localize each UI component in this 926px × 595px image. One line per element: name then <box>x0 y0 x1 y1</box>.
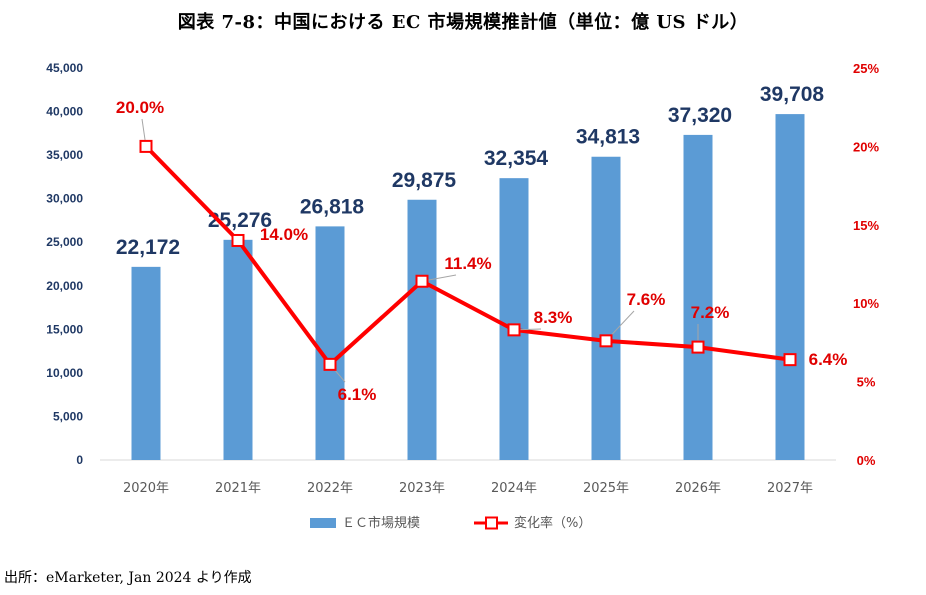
y-left-tick-label: 15,000 <box>46 322 83 336</box>
legend-line-label: 変化率（%） <box>514 515 591 531</box>
legend-line-marker <box>485 516 498 530</box>
line-point-marker <box>415 274 429 288</box>
source-note: 出所：eMarketer, Jan 2024 より作成 <box>4 570 252 586</box>
bar-value-label: 37,320 <box>668 104 732 127</box>
line-point-marker <box>323 357 337 371</box>
change-rate-line <box>144 145 791 367</box>
line-value-label: 20.0% <box>116 98 164 117</box>
line-value-label: 6.1% <box>338 385 377 404</box>
y-right-tick-label: 25% <box>853 61 879 76</box>
bar <box>775 114 805 461</box>
bar <box>131 266 161 460</box>
line-point-marker <box>231 233 245 247</box>
x-tick-label: 2025年 <box>583 481 629 496</box>
y-right-tick-label: 5% <box>857 375 876 390</box>
bar <box>683 134 713 460</box>
bar-value-label: 29,875 <box>392 169 457 192</box>
x-tick-label: 2023年 <box>399 481 445 496</box>
bar-value-label: 39,708 <box>760 83 825 106</box>
line-value-label: 7.6% <box>627 290 666 309</box>
bar-value-label: 22,172 <box>116 236 180 259</box>
line-point-marker <box>599 334 613 348</box>
x-tick-label: 2022年 <box>307 481 353 496</box>
y-right-tick-label: 10% <box>853 296 879 311</box>
line-value-label: 14.0% <box>260 225 308 244</box>
bar <box>223 239 253 460</box>
y-left-tick-label: 20,000 <box>46 279 83 293</box>
y-left-tick-label: 30,000 <box>46 192 83 206</box>
x-tick-label: 2027年 <box>767 481 813 496</box>
combo-chart: 0 5,000 10,000 15,000 20,000 25,000 30,000 35,0… <box>46 61 879 531</box>
y-left-tick-label: 45,000 <box>46 61 83 75</box>
x-tick-label: 2020年 <box>123 481 169 496</box>
x-tick-label: 2021年 <box>215 481 261 496</box>
line-point-marker <box>783 353 797 367</box>
x-tick-label: 2024年 <box>491 481 537 496</box>
bar-value-label: 26,818 <box>300 195 365 218</box>
y-left-tick-label: 5,000 <box>53 409 83 423</box>
line-value-label: 7.2% <box>691 303 730 322</box>
line-value-label: 11.4% <box>444 254 491 273</box>
y-left-tick-label: 25,000 <box>46 235 83 249</box>
bar <box>315 226 345 460</box>
chart-title: 図表 7-8：中国における EC 市場規模推計値（単位：億 US ドル） <box>177 12 749 33</box>
line-point-marker <box>139 139 153 153</box>
line-point-marker <box>691 340 705 354</box>
bar-value-label: 32,354 <box>484 147 549 170</box>
line-value-label: 8.3% <box>534 308 573 327</box>
y-right-tick-label: 20% <box>853 139 879 154</box>
legend-bar-swatch <box>310 518 336 528</box>
bar-value-label: 34,813 <box>576 126 640 149</box>
line-value-label: 6.4% <box>809 350 848 369</box>
legend-bar-label: ＥＣ市場規模 <box>342 515 420 531</box>
y-left-tick-label: 0 <box>76 453 83 467</box>
bar <box>499 178 529 460</box>
x-tick-label: 2026年 <box>675 481 721 496</box>
y-left-tick-label: 40,000 <box>46 105 83 119</box>
y-left-tick-label: 10,000 <box>46 366 83 380</box>
bar <box>591 156 621 460</box>
bar <box>407 199 437 460</box>
y-right-tick-label: 0% <box>857 453 876 468</box>
y-right-tick-label: 15% <box>853 218 879 233</box>
y-left-tick-label: 35,000 <box>46 148 83 162</box>
line-point-marker <box>507 323 521 337</box>
